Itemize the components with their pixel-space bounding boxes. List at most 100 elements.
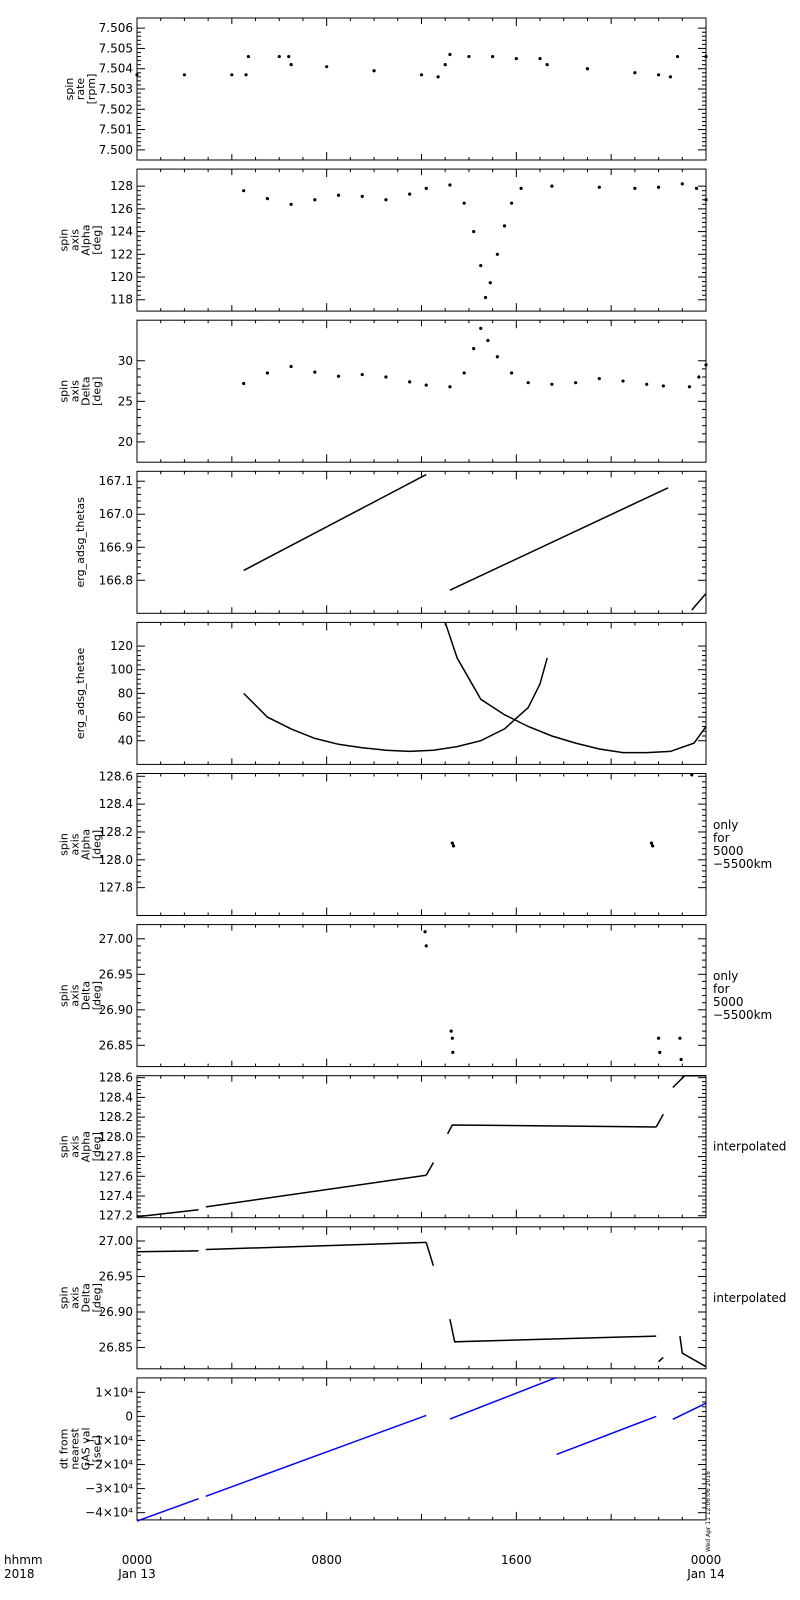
time-axis-row-label-2: 2018 (4, 1567, 35, 1581)
ylabel-line: axis (69, 833, 82, 855)
series-line (658, 1356, 664, 1363)
panel-3-ylabel: spinaxisDelta[deg] (58, 377, 104, 406)
panel-2-ylabel: spinaxisAlpha[deg] (58, 224, 104, 255)
data-point (486, 338, 490, 343)
data-point (448, 183, 452, 187)
y-tick-label: 26.95 (99, 1270, 133, 1284)
series-line (243, 473, 427, 572)
panel-4-frame (136, 470, 707, 614)
data-point (550, 382, 554, 386)
data-point (574, 381, 578, 385)
y-tick-label: 26.90 (99, 1305, 133, 1319)
data-point (597, 377, 601, 381)
data-point (408, 380, 412, 384)
panel-6-side-note: only (713, 818, 738, 832)
series-line (672, 1074, 706, 1089)
y-tick-label: −1×10⁴ (85, 1433, 133, 1447)
ylabel-line: [deg] (91, 377, 104, 406)
y-tick-label: 26.90 (99, 1003, 133, 1017)
data-point (289, 63, 293, 67)
panel-9-frame (136, 1226, 707, 1370)
data-point (479, 264, 483, 268)
time-axis-row-label-1: hhmm (4, 1553, 43, 1567)
panel-6: 127.8 128.0 128.2 128.4 128.6 spinaxisAlpha[d… (58, 769, 772, 916)
data-point (450, 841, 454, 845)
y-tick-label: 7.502 (99, 102, 133, 116)
time-tick-label: 0800 (311, 1553, 342, 1567)
panel-8: 127.2 127.4 127.6 127.8 128.0 128.2 128.4 128.6… (58, 1071, 787, 1223)
series-line (136, 1250, 199, 1253)
y-tick-label: 26.85 (99, 1038, 133, 1052)
data-point (289, 364, 293, 369)
y-tick-label: 118 (110, 293, 133, 307)
data-point (495, 252, 499, 256)
ylabel-line: spin (58, 1135, 71, 1158)
panel-7-frame (136, 924, 707, 1068)
ylabel-line: nearest (69, 1427, 82, 1469)
data-point (679, 1057, 683, 1062)
data-point (443, 63, 447, 67)
series-line (205, 1241, 427, 1251)
y-tick-label: 128.6 (99, 1071, 133, 1085)
series-line (449, 487, 669, 591)
data-point (242, 381, 246, 386)
data-point (519, 186, 523, 191)
ylabel-line: axis (69, 984, 82, 1006)
panel-5-ylabel: erg_adsg_thetae (74, 647, 87, 739)
ylabel-line: Alpha (80, 224, 93, 255)
data-point (448, 52, 452, 57)
series-line (205, 1414, 427, 1498)
series-line (205, 1174, 427, 1208)
data-point (424, 944, 428, 948)
y-tick-label: 124 (110, 225, 133, 239)
data-point (424, 186, 428, 191)
ylabel-line: erg_adsg_thetae (74, 647, 87, 739)
data-point (509, 201, 514, 205)
data-point (645, 382, 649, 386)
data-point (462, 201, 466, 205)
y-tick-label: 7.505 (99, 41, 133, 55)
y-tick-label: 26.95 (99, 967, 133, 981)
y-tick-label: 120 (110, 639, 133, 653)
y-tick-label: 1×10⁴ (95, 1385, 133, 1399)
data-point (479, 326, 483, 330)
ylabel-line: spin (58, 229, 71, 252)
series-line (444, 622, 707, 754)
y-tick-label: 167.0 (99, 507, 133, 521)
ylabel-line: spin (58, 1286, 71, 1309)
panel-7: 26.85 26.90 26.95 27.00 spinaxisDelta[deg] on… (58, 924, 772, 1068)
data-point (325, 65, 329, 69)
series-line (243, 657, 548, 753)
ylabel-line: [deg] (91, 1132, 104, 1161)
data-point (360, 372, 364, 377)
ylabel-line: spin (58, 833, 71, 856)
data-point (545, 63, 549, 67)
y-tick-label: −3×10⁴ (85, 1482, 133, 1496)
data-point (526, 381, 530, 385)
y-tick-label: 40 (118, 734, 133, 748)
panel-1: 7.500 7.501 7.502 7.503 7.504 7.505 7.506 spinr… (63, 17, 708, 161)
data-point (313, 198, 317, 202)
panel-10: −4×10⁴ −3×10⁴ −2×10⁴ −1×10⁴ 0 1×10⁴ dt fromnea… (58, 1376, 707, 1522)
data-point (704, 54, 708, 59)
y-tick-label: −4×10⁴ (85, 1506, 133, 1520)
data-point (697, 375, 701, 379)
data-point (450, 1036, 454, 1040)
data-point (597, 185, 601, 189)
data-point (419, 73, 424, 77)
data-point (287, 54, 291, 59)
data-point (538, 56, 542, 61)
panel-6-side-note: for (713, 831, 730, 845)
series-line (449, 1318, 657, 1343)
data-point (488, 281, 492, 285)
panels: 7.5007.5017.5027.5037.5047.5057.506spinr… (58, 17, 787, 1522)
series-line (136, 1209, 199, 1218)
data-point (449, 1029, 453, 1033)
ylabel-line: axis (69, 229, 82, 251)
data-point (651, 844, 655, 848)
series-line (655, 1113, 664, 1128)
panel-10-ylabel: dt fromnearestGAS val[sec] (58, 1427, 104, 1470)
panel-8-ylabel: spinaxisAlpha[deg] (58, 1131, 104, 1162)
ylabel-line: axis (69, 1135, 82, 1157)
